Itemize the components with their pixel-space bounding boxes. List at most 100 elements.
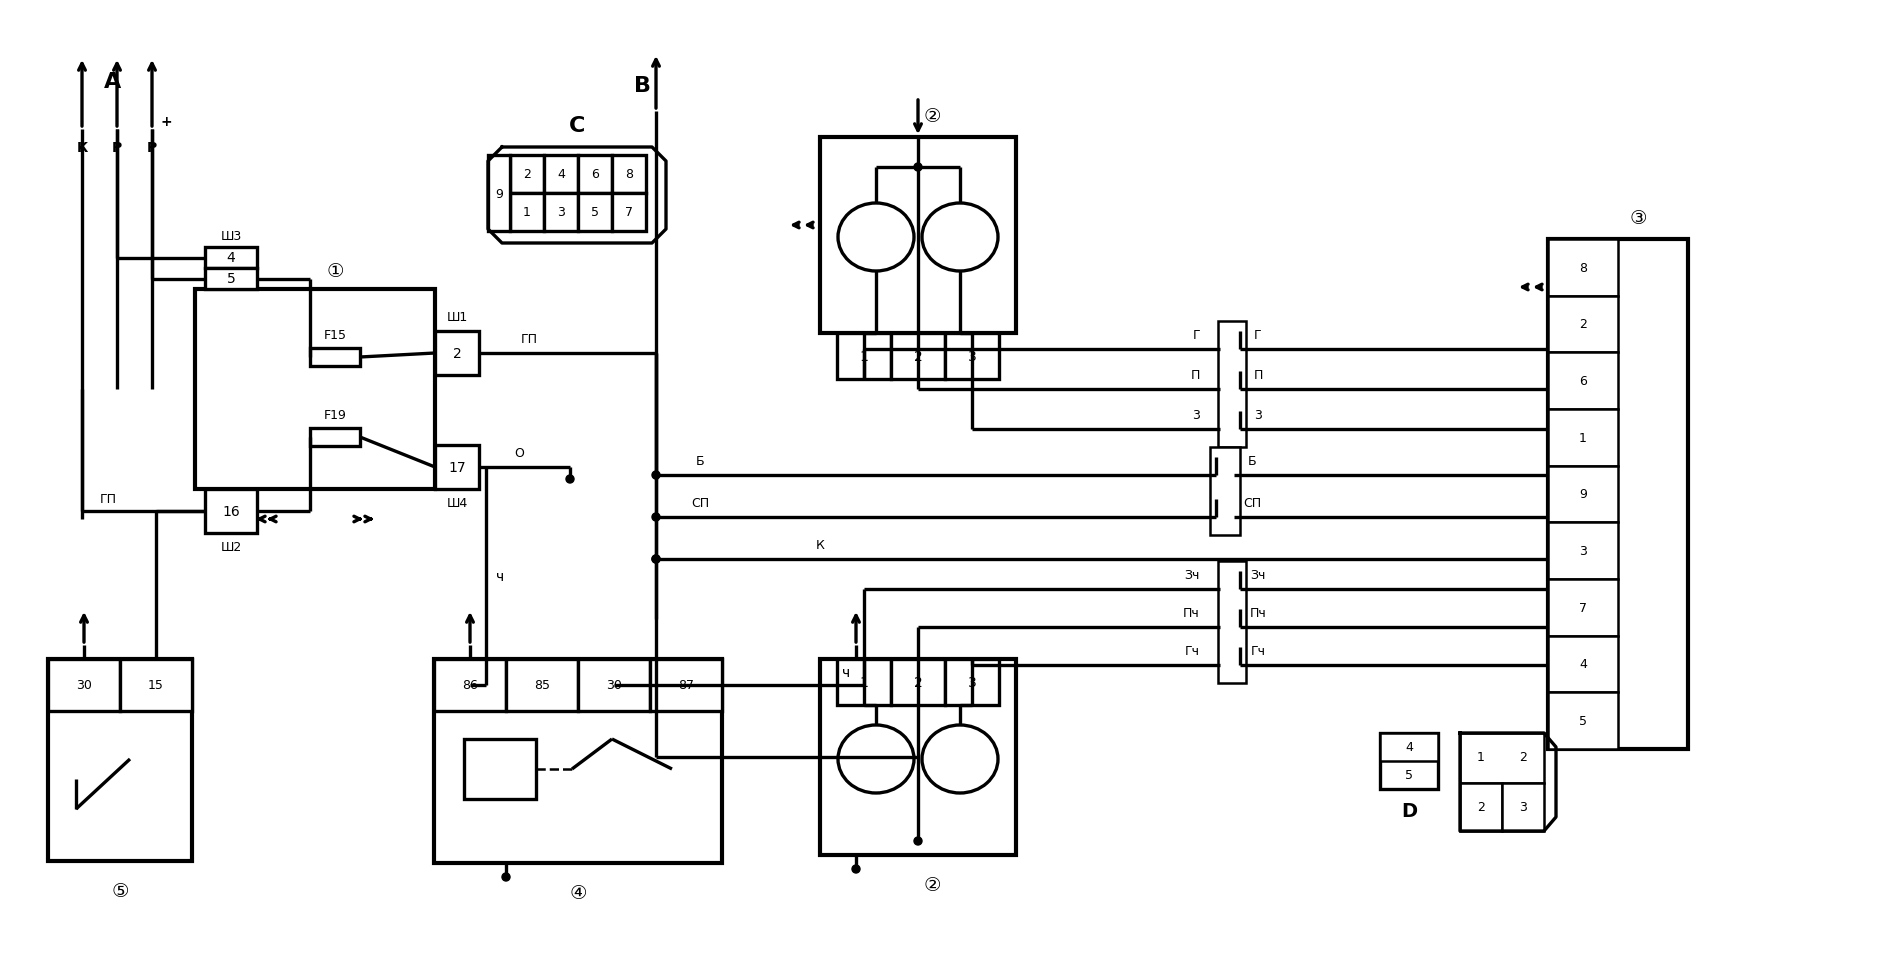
Text: 85: 85: [535, 679, 550, 692]
Text: 3: 3: [967, 350, 977, 364]
Text: Б: Б: [695, 455, 705, 468]
Bar: [1217, 561, 1245, 683]
Text: ГП: ГП: [519, 334, 536, 346]
Text: Ш1: Ш1: [446, 312, 467, 324]
Text: 6: 6: [591, 169, 599, 181]
Bar: [119, 659, 193, 711]
Bar: [434, 659, 722, 863]
Text: ч: ч: [495, 569, 504, 583]
Bar: [820, 659, 1016, 855]
Polygon shape: [1215, 457, 1234, 476]
Text: К: К: [76, 141, 87, 154]
Text: 4: 4: [1404, 740, 1413, 754]
Text: D: D: [1400, 801, 1417, 821]
Text: 5: 5: [591, 206, 599, 219]
Polygon shape: [1215, 499, 1234, 517]
Text: 1: 1: [859, 676, 867, 689]
Text: Г: Г: [1192, 329, 1200, 342]
Text: 2: 2: [451, 347, 461, 360]
Text: 9: 9: [1577, 488, 1587, 501]
Text: 5: 5: [227, 273, 236, 286]
Bar: [434, 446, 478, 490]
Text: Ш4: Ш4: [446, 497, 467, 510]
Text: 3: 3: [967, 676, 977, 689]
Bar: [1458, 733, 1543, 783]
Bar: [1547, 353, 1617, 410]
Circle shape: [914, 837, 922, 845]
Text: 4: 4: [1577, 658, 1587, 671]
Bar: [1547, 410, 1617, 466]
Text: К: К: [816, 539, 824, 552]
Text: Зч: Зч: [1184, 569, 1200, 582]
Bar: [434, 659, 506, 711]
Text: Зч: Зч: [1251, 569, 1266, 582]
Bar: [510, 156, 544, 193]
Text: ⑤: ⑤: [111, 882, 128, 901]
Circle shape: [852, 865, 859, 873]
Bar: [650, 659, 722, 711]
Bar: [310, 349, 359, 367]
Circle shape: [652, 514, 659, 521]
Bar: [1547, 636, 1617, 693]
Bar: [1547, 579, 1617, 636]
Circle shape: [914, 164, 922, 172]
Text: 2: 2: [912, 350, 922, 364]
Bar: [578, 156, 612, 193]
Bar: [434, 332, 478, 375]
Bar: [204, 248, 257, 269]
Bar: [1547, 240, 1617, 296]
Bar: [506, 659, 578, 711]
Text: 17: 17: [448, 460, 465, 475]
Bar: [1547, 296, 1617, 353]
Bar: [890, 659, 944, 705]
Text: 3: 3: [557, 206, 565, 219]
Bar: [204, 269, 257, 290]
Bar: [1458, 783, 1502, 831]
Polygon shape: [1222, 572, 1239, 589]
Text: О: О: [514, 447, 523, 460]
Bar: [487, 156, 510, 232]
Bar: [1547, 466, 1617, 523]
Bar: [1547, 240, 1687, 749]
Polygon shape: [1222, 647, 1239, 665]
Bar: [310, 429, 359, 447]
Text: 3: 3: [1519, 801, 1526, 814]
Bar: [944, 659, 999, 705]
Bar: [544, 193, 578, 232]
Bar: [1502, 783, 1543, 831]
Text: Гч: Гч: [1251, 645, 1266, 658]
Circle shape: [652, 556, 659, 563]
Bar: [544, 156, 578, 193]
Text: 1: 1: [859, 350, 867, 364]
Text: 8: 8: [625, 169, 633, 181]
Text: 6: 6: [1577, 375, 1587, 388]
Bar: [612, 156, 646, 193]
Text: Р: Р: [147, 141, 157, 154]
Text: 7: 7: [1577, 601, 1587, 614]
Text: Гч: Гч: [1184, 645, 1200, 658]
Text: 3: 3: [1192, 409, 1200, 422]
Text: Р: Р: [111, 141, 123, 154]
Text: ч: ч: [841, 665, 850, 679]
Text: 3: 3: [1254, 409, 1262, 422]
Text: Пч: Пч: [1249, 607, 1266, 619]
Text: Ш2: Ш2: [221, 541, 242, 554]
Bar: [510, 193, 544, 232]
Text: 5: 5: [1577, 715, 1587, 727]
Bar: [944, 334, 999, 379]
Polygon shape: [1222, 372, 1239, 390]
Bar: [47, 659, 119, 711]
Circle shape: [652, 472, 659, 479]
Text: 4: 4: [557, 169, 565, 181]
Text: ③: ③: [1628, 209, 1645, 227]
Text: 1: 1: [1577, 432, 1587, 444]
Text: 2: 2: [1577, 318, 1587, 331]
Text: +: +: [161, 115, 172, 129]
Bar: [837, 659, 890, 705]
Circle shape: [565, 476, 574, 483]
Bar: [578, 659, 650, 711]
Bar: [1209, 448, 1239, 536]
Text: Г: Г: [1254, 329, 1262, 342]
Bar: [195, 290, 434, 490]
Text: Ш3: Ш3: [221, 230, 242, 242]
